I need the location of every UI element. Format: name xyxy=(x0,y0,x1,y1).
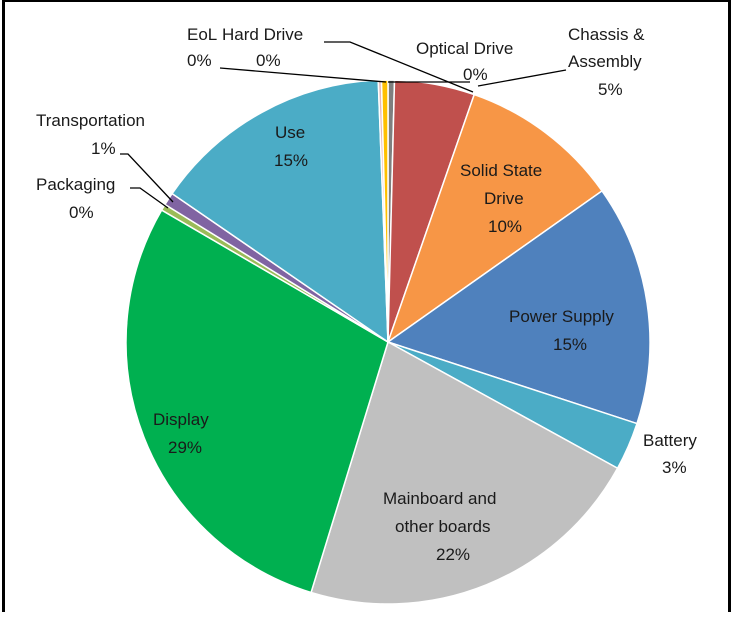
label-mainboard-value: 22% xyxy=(436,545,470,564)
slice-use xyxy=(171,79,389,344)
leader-transportation xyxy=(120,153,174,203)
label-display-name: Display xyxy=(153,410,209,429)
label-packaging-name: Packaging xyxy=(36,175,115,194)
label-eol-value: 0% xyxy=(187,51,212,70)
label-hard-drive-name: Hard Drive xyxy=(222,25,303,44)
slice-power-supply xyxy=(386,189,651,425)
label-transportation-name: Transportation xyxy=(36,111,145,130)
leader-packaging xyxy=(130,187,169,209)
label-power-supply-value: 15% xyxy=(553,335,587,354)
leader-hard-drive xyxy=(324,41,474,93)
label-ssd-name-1: Solid State xyxy=(460,161,542,180)
slice-hard-drive xyxy=(380,79,389,343)
label-optical-drive-name: Optical Drive xyxy=(416,39,513,58)
label-chassis-name-2: Assembly xyxy=(568,52,642,71)
slice-display xyxy=(125,209,389,594)
label-transportation-value: 1% xyxy=(91,139,116,158)
label-packaging-value: 0% xyxy=(69,203,94,222)
label-hard-drive-value: 0% xyxy=(256,51,281,70)
slice-mainboard-and-other-boards xyxy=(310,340,619,605)
label-use-name: Use xyxy=(275,123,305,142)
label-battery-name: Battery xyxy=(643,431,697,450)
label-eol-name: EoL xyxy=(187,25,217,44)
label-use-value: 15% xyxy=(274,151,308,170)
label-power-supply-name: Power Supply xyxy=(509,307,614,326)
label-optical-drive-value: 0% xyxy=(463,65,488,84)
label-ssd-name-2: Drive xyxy=(484,189,524,208)
slice-solid-state-drive xyxy=(386,93,604,344)
label-battery-value: 3% xyxy=(662,458,687,477)
label-display-value: 29% xyxy=(168,438,202,457)
label-mainboard-name-2: other boards xyxy=(395,517,490,536)
leader-eol xyxy=(219,67,387,83)
leader-chassis xyxy=(477,69,567,87)
label-ssd-value: 10% xyxy=(488,217,522,236)
label-chassis-name-1: Chassis & xyxy=(568,25,645,44)
label-chassis-value: 5% xyxy=(598,80,623,99)
label-mainboard-name-1: Mainboard and xyxy=(383,489,496,508)
